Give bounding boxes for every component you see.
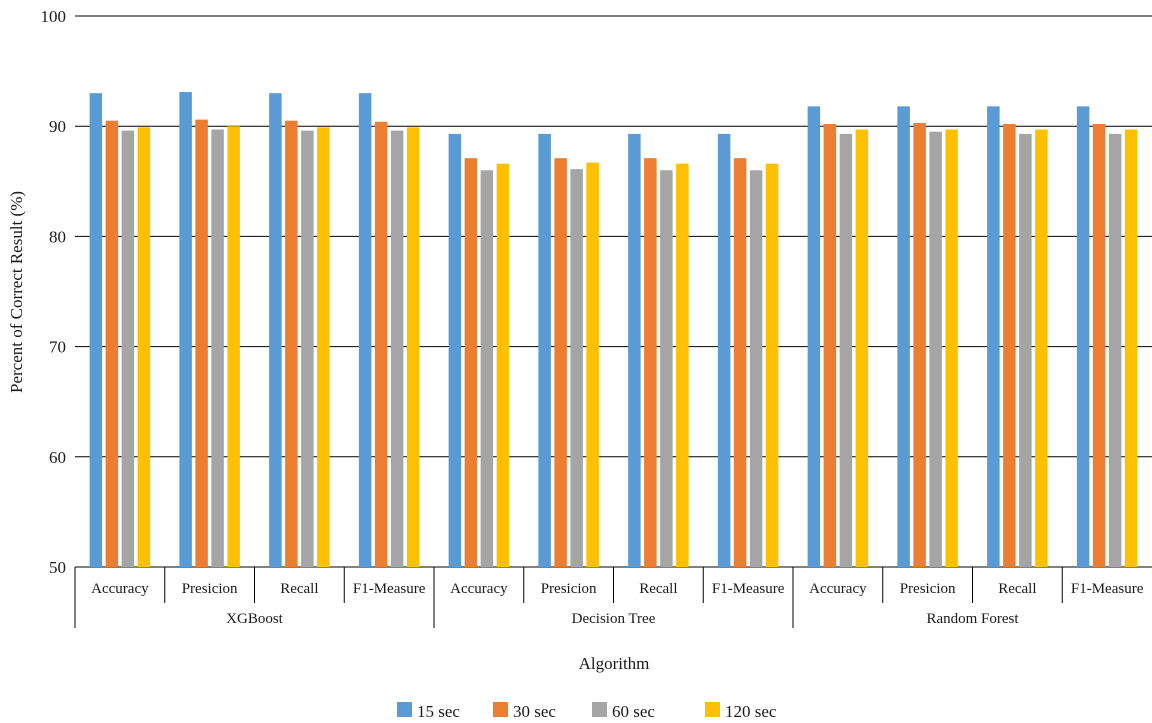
x-category-label: Accuracy <box>809 581 867 597</box>
bar <box>464 158 478 567</box>
legend-swatch <box>592 702 607 717</box>
bar <box>1076 106 1090 567</box>
bar <box>733 158 747 567</box>
bar <box>929 131 942 567</box>
bar <box>301 130 314 567</box>
bar <box>480 170 494 567</box>
bar <box>1108 133 1122 567</box>
bar <box>644 158 657 567</box>
x-category-label: Recall <box>280 581 318 597</box>
bar <box>823 123 837 567</box>
legend-item: 120 sec <box>705 702 777 721</box>
bar <box>897 106 910 567</box>
bar <box>406 127 420 567</box>
bar <box>660 170 673 567</box>
bar <box>496 163 510 567</box>
bar <box>913 122 926 568</box>
legend-swatch <box>705 702 720 717</box>
bar <box>448 133 462 567</box>
legend-item: 60 sec <box>592 702 655 721</box>
bar <box>586 162 599 568</box>
bar <box>137 127 151 567</box>
bar <box>105 120 119 567</box>
bar <box>227 126 240 567</box>
bar <box>1003 123 1016 567</box>
bar <box>317 127 330 567</box>
bar <box>717 133 731 567</box>
x-category-label: Presicion <box>182 581 238 597</box>
legend-swatch <box>493 702 508 717</box>
bar <box>121 130 135 567</box>
bar <box>765 163 779 567</box>
x-category-label: Recall <box>998 581 1036 597</box>
bar <box>179 92 192 568</box>
x-category-label: Accuracy <box>450 581 508 597</box>
x-group-label: Random Forest <box>926 611 1019 627</box>
x-category-label: Accuracy <box>91 581 149 597</box>
bar <box>195 119 208 567</box>
legend-label: 15 sec <box>417 702 460 721</box>
y-tick-label: 90 <box>49 117 66 136</box>
bar <box>749 170 763 567</box>
y-tick-label: 70 <box>49 338 66 357</box>
y-tick-label: 50 <box>49 558 66 577</box>
bar <box>554 158 567 567</box>
x-group-label: Decision Tree <box>572 611 656 627</box>
bar <box>269 93 282 567</box>
bar <box>628 133 641 567</box>
bar <box>390 130 404 567</box>
bar <box>1019 133 1032 567</box>
y-axis-ticks: 50 60 70 80 90 100 <box>41 7 67 577</box>
bar <box>807 106 821 567</box>
bar <box>839 133 853 567</box>
x-category-label: F1-Measure <box>712 581 785 597</box>
legend-swatch <box>397 702 412 717</box>
y-axis-label: Percent of Correct Result (%) <box>7 191 26 393</box>
x-category-label: F1-Measure <box>1071 581 1144 597</box>
x-category-label: F1-Measure <box>353 581 426 597</box>
legend-label: 120 sec <box>725 702 777 721</box>
bar <box>538 133 551 567</box>
legend: 15 sec 30 sec 60 sec 120 sec <box>397 702 777 721</box>
bar <box>987 106 1000 567</box>
bar <box>1124 129 1138 568</box>
x-category-label: Presicion <box>900 581 956 597</box>
bar <box>89 93 103 567</box>
y-tick-label: 60 <box>49 448 66 467</box>
bar <box>1092 123 1106 567</box>
legend-item: 30 sec <box>493 702 556 721</box>
legend-label: 60 sec <box>612 702 655 721</box>
bar <box>855 129 869 568</box>
bar <box>1035 129 1048 568</box>
legend-label: 30 sec <box>513 702 556 721</box>
bar <box>285 120 298 567</box>
bar <box>211 129 224 568</box>
bar <box>570 169 583 568</box>
bar <box>374 121 388 568</box>
y-tick-label: 80 <box>49 227 66 246</box>
x-category-label: Recall <box>639 581 677 597</box>
x-category-label: Presicion <box>541 581 597 597</box>
y-tick-label: 100 <box>41 7 67 26</box>
bars <box>89 92 1138 568</box>
x-group-label: XGBoost <box>226 611 284 627</box>
legend-item: 15 sec <box>397 702 460 721</box>
bar <box>945 129 958 568</box>
x-axis: Accuracy Presicion Recall F1-Measure Accurac… <box>74 567 1144 628</box>
x-axis-label: Algorithm <box>579 654 650 673</box>
bar <box>358 93 372 567</box>
bar <box>676 163 689 567</box>
